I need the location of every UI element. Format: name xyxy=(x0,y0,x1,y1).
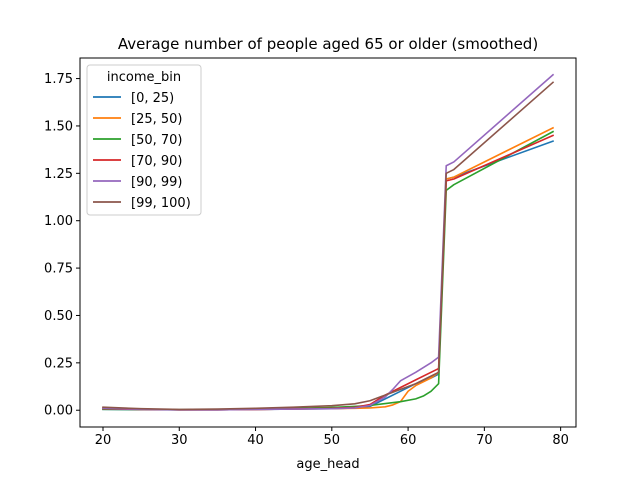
x-tick-label: 70 xyxy=(476,433,493,448)
x-tick-label: 50 xyxy=(324,433,341,448)
legend-items: [0, 25) [25, 50) [50, 70) [70, 90) [90, 99) [… xyxy=(93,91,191,211)
x-axis-label: age_head xyxy=(296,457,359,472)
x-tick-label: 20 xyxy=(95,433,112,448)
chart-title: Average number of people aged 65 or olde… xyxy=(118,35,538,53)
plot-area xyxy=(102,73,555,411)
y-tick-label: 0.25 xyxy=(44,356,73,371)
x-tick-label: 30 xyxy=(171,433,188,448)
legend-entry-0: [0, 25) xyxy=(131,91,174,106)
legend-title: income_bin xyxy=(107,70,181,85)
legend-entry-5: [99, 100) xyxy=(131,196,191,211)
y-tick-label: 0.75 xyxy=(44,262,73,277)
legend-entry-3: [70, 90) xyxy=(131,154,183,169)
y-tick-label: 1.50 xyxy=(44,119,73,134)
legend: income_bin [0, 25) [25, 50) [50, 70) [70, 9… xyxy=(86,64,202,216)
series-line-5 xyxy=(102,81,555,411)
axes-frame xyxy=(79,57,577,428)
y-tick-label: 0.50 xyxy=(44,309,73,324)
legend-entry-2: [50, 70) xyxy=(131,133,183,148)
y-tick-label: 1.25 xyxy=(44,167,73,182)
x-tick-label: 60 xyxy=(400,433,417,448)
y-tick-label: 1.00 xyxy=(44,214,73,229)
x-tick-label: 80 xyxy=(552,433,569,448)
legend-entry-1: [25, 50) xyxy=(131,112,183,127)
legend-box xyxy=(86,64,202,216)
legend-entry-4: [90, 99) xyxy=(131,175,183,190)
x-tick-label: 40 xyxy=(247,433,264,448)
y-axis: 0.00 0.25 0.50 0.75 1.00 1.25 1.50 1.75 xyxy=(44,72,80,419)
x-axis: 20 30 40 50 60 70 80 xyxy=(95,427,569,448)
y-tick-label: 0.00 xyxy=(44,404,73,419)
y-tick-label: 1.75 xyxy=(44,72,73,87)
